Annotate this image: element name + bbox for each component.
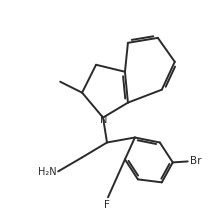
Text: F: F (104, 200, 110, 210)
Text: H₂N: H₂N (38, 167, 56, 177)
Text: Br: Br (190, 156, 201, 166)
Text: N: N (100, 115, 108, 125)
